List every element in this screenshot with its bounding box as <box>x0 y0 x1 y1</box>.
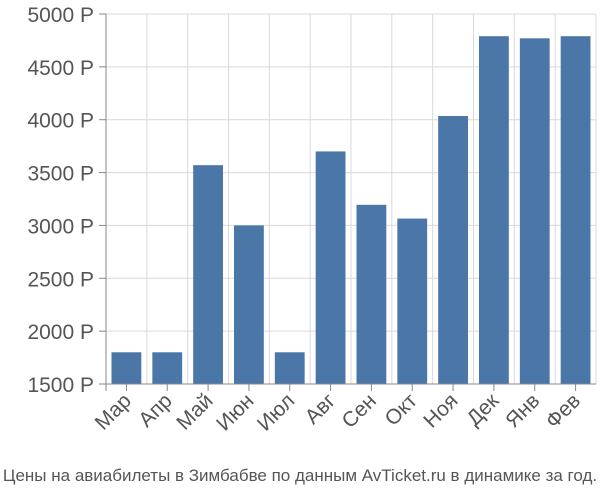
y-tick-labels: 1500 Р 2000 Р 2500 Р 3000 Р 3500 Р 4000 Р 4500… <box>27 4 94 397</box>
x-tick-label: Фев <box>541 389 585 433</box>
bar-5 <box>274 352 305 384</box>
axes <box>99 13 596 391</box>
bar-10 <box>479 36 509 384</box>
x-tick-label: Апр <box>134 389 176 431</box>
x-tick-label: Дек <box>462 389 504 431</box>
grid-lines <box>105 13 597 385</box>
y-tick-label: 4000 Р <box>27 110 94 133</box>
bar-7 <box>356 204 387 384</box>
x-tick-label: Ноя <box>419 389 462 432</box>
y-tick-label: 1500 Р <box>27 374 94 397</box>
bar-9 <box>438 116 468 384</box>
y-tick-label: 3500 Р <box>27 163 94 186</box>
y-tick-label: 2000 Р <box>27 321 94 344</box>
y-tick-label: 4500 Р <box>27 57 94 80</box>
bar-1 <box>111 352 142 384</box>
x-tick-label: Янв <box>501 389 544 432</box>
bar-11 <box>519 38 550 385</box>
x-tick-label: Май <box>172 389 217 434</box>
x-tick-label: Авг <box>301 389 341 429</box>
bars <box>111 36 591 385</box>
bar-12 <box>560 36 591 384</box>
bar-2 <box>152 352 183 384</box>
y-tick-label: 2500 Р <box>27 268 94 291</box>
x-tick-label: Окт <box>380 389 422 431</box>
bar-8 <box>397 218 428 384</box>
x-tick-label: Июл <box>253 389 299 435</box>
x-tick-label: Сен <box>337 389 380 432</box>
y-tick-label: 3000 Р <box>27 215 94 238</box>
bar-3 <box>193 165 223 384</box>
bar-6 <box>315 151 346 384</box>
y-tick-label: 5000 Р <box>27 4 94 27</box>
chart-caption: Цены на авиабилеты в Зимбабве по данным … <box>3 466 597 485</box>
bar-4 <box>234 225 264 384</box>
x-tick-label: Мар <box>91 389 136 434</box>
x-tick-label: Июн <box>212 389 258 435</box>
